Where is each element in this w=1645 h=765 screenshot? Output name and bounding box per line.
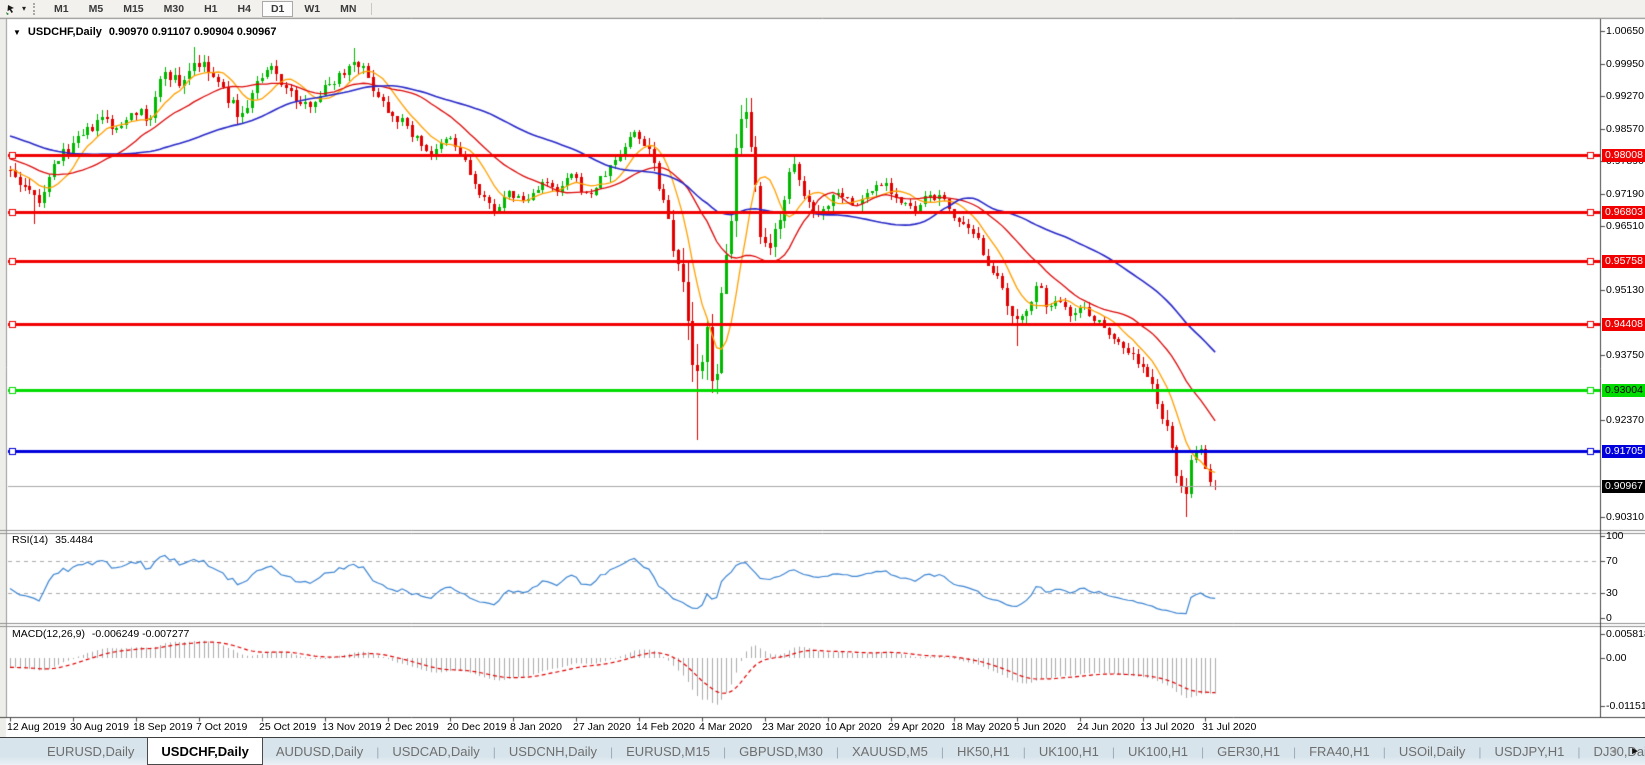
toolbar-separator xyxy=(371,2,373,15)
tab-usdchf-daily[interactable]: USDCHF,Daily xyxy=(147,738,263,765)
tab-audusd-daily[interactable]: AUDUSD,Daily xyxy=(275,744,364,759)
tab-fra40-h1[interactable]: FRA40,H1 xyxy=(1309,744,1370,759)
timeframe-button-m5[interactable]: M5 xyxy=(88,2,104,15)
tab-separator: | xyxy=(1577,744,1581,759)
tab-scroll-right-button[interactable]: ► xyxy=(1630,745,1640,757)
cursor-tool-button[interactable]: ▾ xyxy=(3,1,28,17)
tab-separator: | xyxy=(1111,744,1115,759)
timeframe-button-h4[interactable]: H4 xyxy=(237,2,251,15)
chevron-down-icon[interactable]: ▾ xyxy=(22,4,27,13)
tab-separator: | xyxy=(1382,744,1386,759)
tab-separator: | xyxy=(1022,744,1026,759)
tab-dj30-daily[interactable]: DJ30,Daily xyxy=(1593,744,1645,759)
timeframe-button-m15[interactable]: M15 xyxy=(123,2,144,15)
tab-separator: | xyxy=(1200,744,1205,759)
tab-scroll-arrows: ◄ ► xyxy=(1609,737,1640,765)
tab-eurusd-daily[interactable]: EURUSD,Daily xyxy=(47,744,135,759)
tab-separator: | xyxy=(1292,744,1297,759)
timeframe-toolbar: ▾ M1 M5 M15 M30 H1 H4 D1 W1 MN xyxy=(0,0,1645,18)
tab-usdcad-daily[interactable]: USDCAD,Daily xyxy=(392,744,480,759)
tab-usdjpy-h1[interactable]: USDJPY,H1 xyxy=(1494,744,1565,759)
timeframe-button-d1[interactable]: D1 xyxy=(261,0,294,17)
price-chart-canvas[interactable] xyxy=(0,18,1645,737)
chart-window: ▼ USDCHF,Daily 0.90970 0.91107 0.90904 0… xyxy=(0,18,1645,737)
toolbar-grip xyxy=(33,2,38,15)
symbol-tab-bar: EURUSD,Daily USDCHF,Daily AUDUSD,Daily | USD… xyxy=(0,737,1645,765)
tab-separator: | xyxy=(376,744,380,759)
tab-gbpusd-m30[interactable]: GBPUSD,M30 xyxy=(739,744,823,759)
tab-usoil-daily[interactable]: USOil,Daily xyxy=(1398,744,1466,759)
tab-separator: | xyxy=(610,744,614,759)
tab-separator: | xyxy=(940,744,944,759)
chart-menu-icon[interactable]: ▼ xyxy=(13,27,21,37)
timeframe-button-mn[interactable]: MN xyxy=(340,2,357,15)
tab-separator: | xyxy=(722,744,727,759)
tab-eurusd-m15[interactable]: EURUSD,M15 xyxy=(626,744,710,759)
tab-separator: | xyxy=(835,744,839,759)
tab-xauusd-m5[interactable]: XAUUSD,M5 xyxy=(852,744,928,759)
tab-uk100-h1[interactable]: UK100,H1 xyxy=(1038,744,1099,759)
tab-separator: | xyxy=(492,744,496,759)
tab-uk100-h1[interactable]: UK100,H1 xyxy=(1127,744,1188,759)
tab-usdcnh-daily[interactable]: USDCNH,Daily xyxy=(508,744,598,759)
cursor-tool-icon xyxy=(5,3,19,15)
timeframe-button-m30[interactable]: M30 xyxy=(163,2,185,15)
tab-scroll-left-button[interactable]: ◄ xyxy=(1609,746,1619,756)
tab-ger30-h1[interactable]: GER30,H1 xyxy=(1217,744,1280,759)
timeframe-button-h1[interactable]: H1 xyxy=(204,2,218,15)
tab-separator: | xyxy=(1478,744,1482,759)
timeframe-button-m1[interactable]: M1 xyxy=(54,2,69,15)
timeframe-button-w1[interactable]: W1 xyxy=(304,2,321,15)
timeframe-buttons: M1 M5 M15 M30 H1 H4 D1 W1 MN xyxy=(44,0,366,17)
tab-hk50-h1[interactable]: HK50,H1 xyxy=(956,744,1010,759)
